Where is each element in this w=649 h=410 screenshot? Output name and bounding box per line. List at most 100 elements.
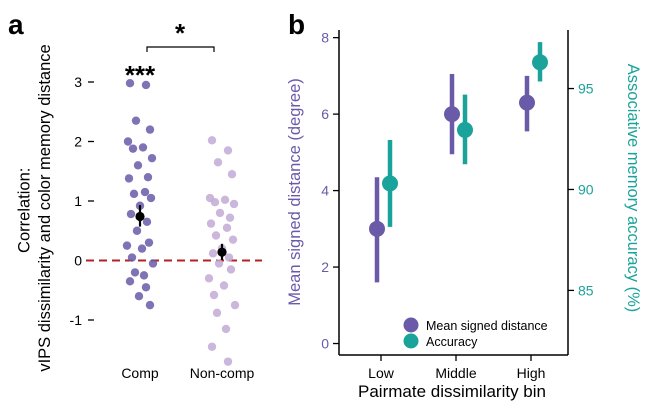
panel-a-point-non-comp <box>226 265 236 274</box>
panel-b-left-tick-label: 6 <box>321 106 329 122</box>
panel-b-label: b <box>288 9 305 40</box>
panel-b-point-accuracy <box>532 54 548 71</box>
panel-a-x-tick-label: Non-comp <box>190 365 255 381</box>
legend-marker-accuracy <box>403 333 419 349</box>
panel-b-point-mean-signed-distance <box>444 106 460 123</box>
panel-a-x-tick-label: Comp <box>121 365 159 381</box>
panel-a-point-comp <box>137 244 147 253</box>
panel-a-point-comp <box>133 161 143 170</box>
panel-a: a Correlation: vIPS dissimilarity and co… <box>8 9 262 381</box>
panel-a-point-non-comp <box>215 208 225 218</box>
panel-a-point-comp <box>138 143 148 152</box>
panel-a-point-comp <box>125 78 135 88</box>
panel-b-marks <box>369 42 548 283</box>
panel-a-y-axis-title-line-2: vIPS dissimilarity and color memory dist… <box>36 44 54 371</box>
panel-a-point-non-comp <box>219 281 229 290</box>
legend-label-accuracy: Accuracy <box>426 335 478 349</box>
panel-a-point-comp <box>122 241 132 250</box>
panel-a-point-non-comp <box>229 199 239 209</box>
panel-b-left-axis-title: Mean signed distance (degree) <box>286 78 304 305</box>
panel-a-significance-between: * <box>175 18 186 48</box>
panel-b-left-ticks: 0 2 4 6 8 <box>321 30 339 352</box>
panel-b-legend: Mean signed distance Accuracy <box>403 317 548 349</box>
panel-a-points <box>122 78 240 366</box>
panel-b-right-tick-label: 95 <box>578 81 594 97</box>
panel-b-right-tick-label: 90 <box>578 181 594 197</box>
panel-a-point-comp <box>139 271 149 280</box>
panel-a-point-non-comp <box>207 342 217 351</box>
panel-a-point-comp <box>148 259 158 268</box>
panel-b-right-ticks: 85 90 95 <box>568 81 594 298</box>
panel-a-point-comp <box>131 116 141 125</box>
panel-a-point-comp <box>129 189 139 199</box>
panel-a-point-non-comp <box>208 249 218 258</box>
panel-a-point-comp <box>125 277 135 286</box>
panel-a-point-non-comp <box>223 146 233 155</box>
panel-b-point-accuracy <box>457 121 473 138</box>
panel-a-point-comp <box>143 173 153 182</box>
panel-a-point-non-comp <box>228 235 238 244</box>
panel-b-left-tick-label: 4 <box>321 183 329 199</box>
panel-a-point-comp <box>147 153 157 163</box>
panel-a-point-non-comp <box>207 136 217 145</box>
panel-a-significance-bracket <box>146 46 215 52</box>
panel-b-left-tick-label: 2 <box>321 259 329 275</box>
panel-b-right-tick-label: 85 <box>578 282 594 298</box>
panel-b-x-ticks: Low Middle High <box>368 355 545 381</box>
panel-a-point-non-comp <box>209 290 219 300</box>
panel-a-point-comp <box>145 125 155 134</box>
panel-a-point-non-comp <box>227 170 237 179</box>
panel-a-point-comp <box>128 144 138 153</box>
panel-a-point-comp <box>146 193 156 203</box>
panel-a-point-comp <box>134 292 144 301</box>
panel-a-mean-non-comp <box>217 247 227 257</box>
panel-a-mean-comp <box>135 211 145 222</box>
panel-b-point-mean-signed-distance <box>369 220 385 237</box>
panel-a-point-non-comp <box>206 219 216 228</box>
panel-a-point-comp <box>141 80 151 90</box>
panel-a-y-tick-label: -1 <box>70 312 83 328</box>
panel-a-point-non-comp <box>224 253 234 262</box>
panel-a-point-non-comp <box>220 195 230 205</box>
panel-a-point-non-comp <box>212 308 222 318</box>
panel-a-point-comp <box>124 174 134 183</box>
panel-a-point-comp <box>142 217 152 227</box>
panel-a-point-non-comp <box>204 274 214 283</box>
panel-a-point-non-comp <box>211 231 221 240</box>
panel-a-point-comp <box>144 238 154 247</box>
panel-a-x-ticks: Comp Non-comp <box>121 365 254 381</box>
panel-a-point-comp <box>140 187 150 197</box>
panel-a-point-non-comp <box>213 158 223 167</box>
panel-a-means <box>135 205 227 260</box>
panel-a-point-non-comp <box>214 259 224 268</box>
panel-a-point-non-comp <box>210 197 220 207</box>
panel-a-y-axis-title: Correlation: vIPS dissimilarity and colo… <box>15 44 54 371</box>
panel-a-y-tick-label: 2 <box>74 134 82 150</box>
panel-a-y-tick-label: 0 <box>74 253 82 269</box>
panel-a-point-comp <box>123 137 133 146</box>
panel-b-x-axis-title: Pairmate dissimilarity bin <box>358 382 546 401</box>
panel-a-y-axis-title-line-1: Correlation: <box>15 168 33 253</box>
panel-a-point-comp <box>130 268 140 277</box>
panel-b-point-mean-signed-distance <box>519 94 535 111</box>
panel-a-point-comp <box>132 226 142 235</box>
panel-a-label: a <box>8 9 24 40</box>
panel-a-point-comp <box>145 300 155 310</box>
panel-b-right-axis-title: Associative memory accuracy (%) <box>624 64 642 312</box>
legend-marker-mean-signed-distance <box>403 317 419 333</box>
panel-a-point-non-comp <box>223 357 233 366</box>
panel-a-point-comp <box>141 283 151 292</box>
panel-b-x-tick-label: Middle <box>435 365 476 381</box>
legend-label-mean-signed-distance: Mean signed distance <box>426 319 548 333</box>
panel-a-y-tick-label: 3 <box>74 74 82 90</box>
panel-a-point-comp <box>127 253 137 262</box>
panel-a-point-non-comp <box>222 223 232 232</box>
panel-a-point-comp <box>126 209 136 219</box>
panel-a-y-tick-label: 1 <box>74 193 82 209</box>
panel-a-point-non-comp <box>230 300 240 310</box>
panel-a-point-non-comp <box>225 213 235 222</box>
panel-b-point-accuracy <box>382 175 398 192</box>
panel-b-left-tick-label: 0 <box>321 336 329 352</box>
panel-b-x-tick-label: High <box>517 365 546 381</box>
